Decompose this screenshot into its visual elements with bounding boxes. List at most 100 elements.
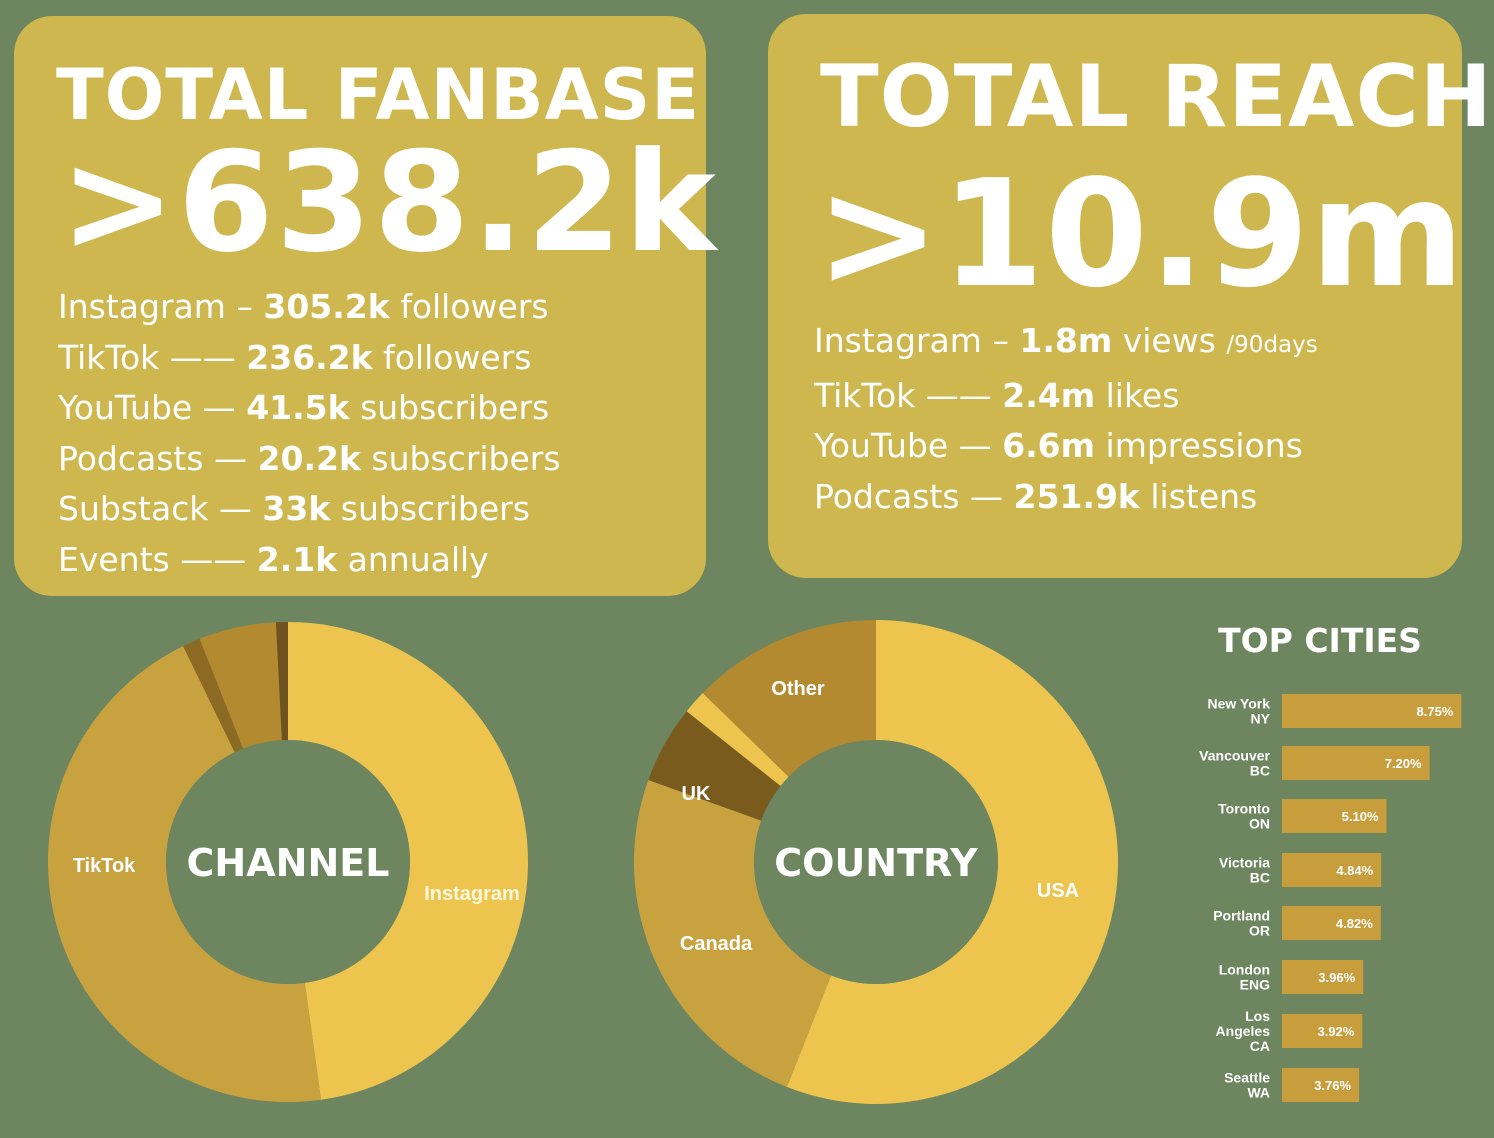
city-label: Toronto: [1218, 801, 1270, 817]
stat-label: Instagram –: [58, 287, 253, 326]
city-bar: [1282, 746, 1430, 780]
slice-label: Canada: [680, 933, 753, 955]
donut-chart-channel: Instagram TikTok CHANNEL: [48, 622, 528, 1102]
city-bar: [1282, 960, 1364, 994]
donut-slice-uk: [648, 711, 781, 821]
fanbase-stat-row: Podcasts — 20.2k subscribers: [58, 434, 561, 485]
stat-unit: annually: [347, 539, 489, 579]
donut-hole: [754, 740, 998, 984]
stat-unit: listens: [1150, 476, 1258, 516]
fanbase-stat-row: Events —— 2.1k annually: [58, 535, 561, 586]
city-bar-value: 5.10%: [1342, 809, 1379, 824]
donut-chart-country: USA Canada UK Other COUNTRY: [633, 620, 1118, 1104]
slice-label: Instagram: [424, 883, 520, 905]
donut-center-label: CHANNEL: [187, 841, 390, 885]
stat-unit: followers: [400, 287, 549, 326]
stat-unit: views: [1122, 321, 1216, 360]
city-label: OR: [1249, 923, 1270, 939]
reach-stat-row: Podcasts — 251.9k listens: [814, 472, 1318, 523]
fanbase-title: TOTAL FANBASE: [56, 54, 701, 136]
city-bar: [1282, 906, 1381, 940]
slice-label: Other: [771, 678, 825, 700]
city-label: Angeles: [1216, 1023, 1271, 1039]
fanbase-stat-row: Substack — 33k subscribers: [58, 484, 561, 535]
reach-stat-row: TikTok —— 2.4m likes: [814, 371, 1318, 422]
stat-unit: impressions: [1105, 426, 1303, 465]
stat-label: TikTok ——: [814, 375, 992, 415]
donut-slice-canada: [633, 780, 832, 1088]
donut-slice-minor-4: [275, 622, 288, 741]
stat-label: YouTube —: [814, 426, 992, 465]
city-label: New York: [1207, 696, 1270, 712]
fanbase-stat-list: Instagram – 305.2k followers TikTok —— 2…: [58, 282, 561, 585]
donut-slice-minor-4: [702, 682, 795, 777]
city-label: BC: [1250, 870, 1270, 886]
city-bar-value: 7.20%: [1385, 756, 1422, 771]
reach-stat-row: Instagram – 1.8m views /90days: [814, 316, 1318, 371]
stat-unit: subscribers: [371, 438, 561, 478]
stat-val: 305.2k: [263, 287, 390, 326]
stat-label: Instagram –: [814, 321, 1009, 360]
fanbase-stat-row: Instagram – 305.2k followers: [58, 282, 561, 333]
city-bar-value: 4.84%: [1336, 863, 1373, 878]
city-label: Victoria: [1219, 855, 1270, 871]
donut-hole: [166, 740, 410, 984]
city-label: ENG: [1240, 977, 1270, 993]
slice-label: USA: [1037, 880, 1079, 902]
stat-val: 20.2k: [257, 438, 361, 478]
donut-slice-instagram: [288, 622, 528, 1100]
reach-stat-row: YouTube — 6.6m impressions: [814, 421, 1318, 472]
slice-label: TikTok: [73, 855, 136, 877]
city-bar-value: 4.82%: [1336, 916, 1373, 931]
city-bar: [1282, 799, 1387, 833]
donut-slice-minor-2: [183, 638, 244, 753]
city-label: NY: [1251, 711, 1271, 727]
reach-stat-list: Instagram – 1.8m views /90days TikTok —— …: [814, 316, 1318, 522]
city-label: Los: [1245, 1008, 1270, 1024]
stat-label: Events ——: [58, 539, 247, 579]
total-reach-card: TOTAL REACH >10.9m Instagram – 1.8m view…: [768, 14, 1492, 578]
stat-suffix: /90days: [1226, 332, 1318, 358]
city-bar-value: 3.96%: [1318, 970, 1355, 985]
city-bar-value: 3.92%: [1317, 1024, 1354, 1039]
donut-slice-other: [713, 620, 876, 772]
fanbase-stat-row: TikTok —— 236.2k followers: [58, 333, 561, 384]
stat-unit: subscribers: [340, 489, 530, 528]
stat-unit: subscribers: [360, 388, 550, 427]
stat-val: 251.9k: [1013, 476, 1140, 516]
stat-label: TikTok ——: [58, 337, 236, 377]
stat-val: 2.4m: [1002, 375, 1096, 415]
city-label: Portland: [1213, 908, 1270, 924]
stat-val: 236.2k: [246, 337, 373, 377]
stat-val: 41.5k: [246, 388, 350, 427]
donut-slice-usa: [786, 620, 1118, 1104]
stat-label: YouTube —: [58, 388, 236, 427]
stat-val: 33k: [262, 489, 331, 528]
city-label: Seattle: [1224, 1070, 1270, 1086]
donut-slice-tiktok: [48, 646, 322, 1102]
top-cities-title: TOP CITIES: [1218, 621, 1422, 660]
donut-slice-minor-3: [199, 622, 282, 749]
city-label: London: [1219, 962, 1270, 978]
reach-title: TOTAL REACH: [820, 47, 1493, 147]
donut-slice-minor-3: [686, 693, 789, 787]
city-bar: [1282, 1014, 1363, 1048]
city-label: CA: [1250, 1038, 1270, 1054]
stat-unit: likes: [1105, 375, 1180, 415]
city-label: BC: [1250, 763, 1270, 779]
stat-val: 6.6m: [1002, 426, 1096, 465]
city-bar: [1282, 694, 1462, 728]
fanbase-total-value: >638.2k: [60, 122, 718, 283]
city-bar: [1282, 853, 1382, 887]
city-label: ON: [1249, 816, 1270, 832]
slice-label: UK: [682, 783, 711, 805]
city-bar-value: 3.76%: [1314, 1078, 1351, 1093]
city-label: WA: [1247, 1085, 1270, 1101]
donut-center-label: COUNTRY: [774, 841, 978, 885]
city-bar-value: 8.75%: [1417, 704, 1454, 719]
total-fanbase-card: TOTAL FANBASE >638.2k Instagram – 305.2k…: [14, 16, 716, 596]
stat-val: 2.1k: [256, 539, 338, 579]
reach-total-value: >10.9m: [816, 148, 1466, 320]
